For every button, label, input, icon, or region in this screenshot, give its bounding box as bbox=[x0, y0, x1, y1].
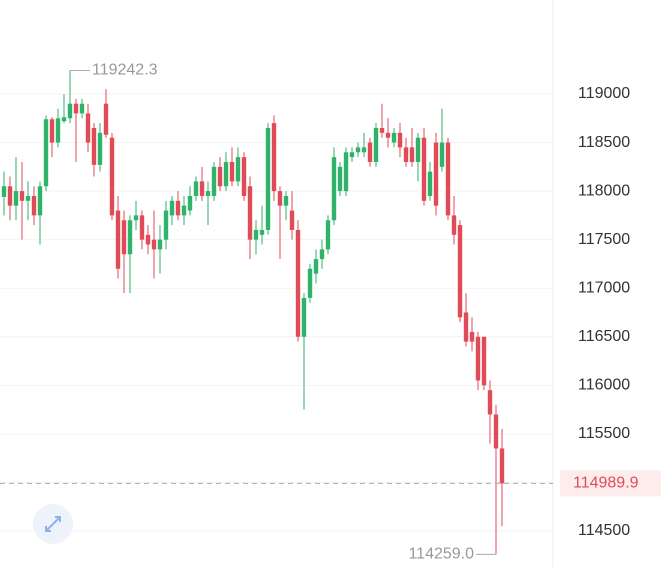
candle-body bbox=[157, 239, 163, 250]
candle-body bbox=[103, 103, 109, 135]
candle-body bbox=[313, 259, 319, 274]
candle-body bbox=[67, 103, 73, 119]
candle-body bbox=[223, 161, 229, 187]
y-tick-label: 116000 bbox=[578, 377, 630, 394]
candle-body bbox=[349, 152, 355, 158]
candle-body bbox=[481, 336, 487, 386]
candle-body bbox=[151, 239, 157, 250]
candle-body bbox=[391, 132, 397, 143]
y-tick-label: 114500 bbox=[578, 522, 630, 539]
candle-body bbox=[427, 171, 433, 196]
candle-body bbox=[79, 103, 85, 114]
candle-body bbox=[487, 390, 493, 415]
candle-body bbox=[325, 220, 331, 250]
y-tick-label: 115500 bbox=[578, 425, 630, 442]
candle-body bbox=[289, 210, 295, 230]
candle-body bbox=[337, 166, 343, 192]
candle-body bbox=[187, 195, 193, 211]
candle-body bbox=[13, 191, 19, 206]
candle-body bbox=[331, 157, 337, 221]
candle-body bbox=[463, 312, 469, 342]
expand-button[interactable] bbox=[33, 504, 73, 544]
candle-body bbox=[457, 225, 463, 318]
candle-body bbox=[469, 331, 475, 342]
candle-body bbox=[241, 157, 247, 196]
candle-body bbox=[445, 142, 451, 216]
candle-body bbox=[451, 215, 457, 235]
candle-body bbox=[97, 132, 103, 165]
candle-body bbox=[475, 336, 481, 381]
candle-body bbox=[61, 117, 67, 122]
candle-body bbox=[271, 123, 277, 192]
candle-body bbox=[235, 157, 241, 182]
min-label: 114259.0 bbox=[408, 546, 474, 563]
candle-body bbox=[403, 147, 409, 162]
candle-body bbox=[265, 127, 271, 230]
candle-body bbox=[169, 200, 175, 216]
candle-body bbox=[133, 215, 139, 221]
candle-body bbox=[493, 414, 499, 449]
candle-body bbox=[499, 448, 505, 484]
candle-body bbox=[25, 195, 31, 201]
candle-body bbox=[181, 205, 187, 216]
candle-body bbox=[73, 103, 79, 114]
candle-body bbox=[259, 229, 265, 235]
candle-body bbox=[433, 142, 439, 206]
last-price-label: 114989.9 bbox=[573, 475, 639, 492]
last-price-tag bbox=[560, 470, 661, 497]
candle-body bbox=[355, 147, 361, 153]
candle-body bbox=[109, 137, 115, 216]
candle-body bbox=[49, 119, 55, 143]
candle-body bbox=[193, 181, 199, 196]
candle-body bbox=[43, 119, 49, 187]
y-tick-label: 118500 bbox=[578, 134, 630, 151]
candle-body bbox=[205, 191, 211, 196]
candle-body bbox=[409, 147, 415, 162]
candle-body bbox=[31, 195, 37, 216]
candle-body bbox=[283, 195, 289, 206]
candle-body bbox=[307, 268, 313, 298]
candle-body bbox=[199, 181, 205, 196]
y-tick-label: 117500 bbox=[578, 231, 630, 248]
candle-body bbox=[319, 249, 325, 260]
candle-body bbox=[121, 220, 127, 255]
candle-body bbox=[85, 113, 91, 143]
y-tick-label: 118000 bbox=[578, 182, 630, 199]
candle-body bbox=[301, 297, 307, 337]
candle-body bbox=[397, 132, 403, 148]
candle-body bbox=[217, 166, 223, 187]
candle-body bbox=[91, 127, 97, 165]
candle-body bbox=[439, 142, 445, 167]
candle-body bbox=[127, 220, 133, 255]
candle-body bbox=[37, 186, 43, 216]
candle-body bbox=[415, 137, 421, 162]
candle-body bbox=[367, 142, 373, 162]
candle-body bbox=[379, 127, 385, 133]
candle-body bbox=[295, 229, 301, 337]
candle-body bbox=[163, 210, 169, 240]
candle-body bbox=[247, 186, 253, 240]
candle-body bbox=[361, 147, 367, 153]
candle-body bbox=[385, 132, 391, 138]
candle-body bbox=[55, 118, 61, 143]
candle-body bbox=[373, 127, 379, 162]
y-tick-label: 117000 bbox=[578, 279, 630, 296]
candle-body bbox=[115, 210, 121, 269]
candle-body bbox=[19, 191, 25, 201]
candle-body bbox=[175, 200, 181, 216]
max-label: 119242.3 bbox=[92, 62, 158, 79]
y-tick-label: 116500 bbox=[578, 328, 630, 345]
candle-body bbox=[145, 234, 151, 245]
candle-body bbox=[253, 229, 259, 240]
candle-body bbox=[343, 152, 349, 192]
y-tick-label: 119000 bbox=[578, 85, 630, 102]
candle-body bbox=[1, 186, 7, 197]
candle-body bbox=[277, 191, 283, 206]
candle-body bbox=[421, 137, 427, 201]
candle-body bbox=[139, 215, 145, 240]
candle-body bbox=[7, 186, 13, 206]
candle-body bbox=[211, 166, 217, 196]
candle-body bbox=[229, 161, 235, 182]
